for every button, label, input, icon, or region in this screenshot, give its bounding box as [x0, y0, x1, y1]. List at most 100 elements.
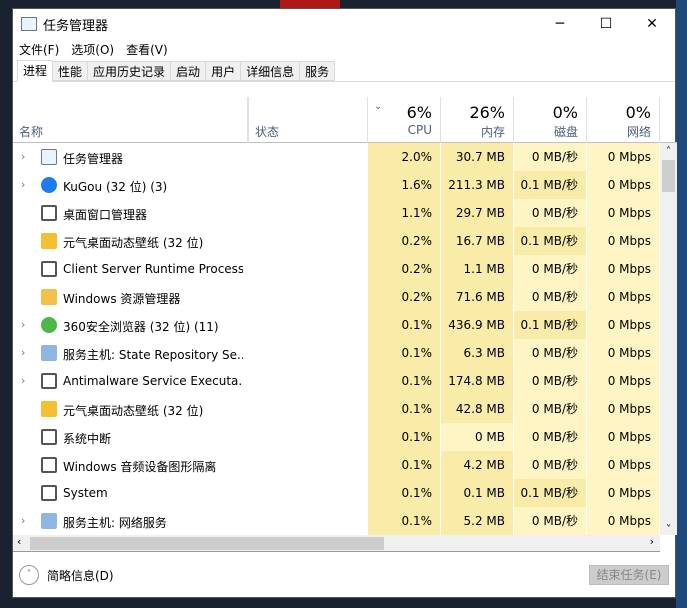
disk-cell: 0.1 MB/秒 — [514, 171, 587, 199]
scroll-up-arrow-icon[interactable]: ˄ — [666, 146, 671, 157]
process-row[interactable]: › 服务主机: 网络服务 0.1% 5.2 MB 0 MB/秒 0 Mbps — [13, 507, 660, 535]
task-manager-icon — [21, 17, 37, 31]
sort-chevron-icon: ⌄ — [374, 101, 383, 112]
cpu-cell: 0.1% — [368, 507, 441, 535]
process-row[interactable]: Windows 资源管理器 0.2% 71.6 MB 0 MB/秒 0 Mbps — [13, 283, 660, 311]
net-cell: 0 Mbps — [587, 311, 660, 339]
expand-chevron-icon[interactable]: › — [21, 346, 26, 359]
process-name: 系统中断 — [63, 432, 112, 446]
tab-app-history[interactable]: 应用历史记录 — [88, 61, 172, 81]
process-name: 服务主机: State Repository Se... — [63, 348, 243, 362]
process-name: 任务管理器 — [63, 152, 124, 166]
end-task-button[interactable]: 结束任务(E) — [589, 565, 669, 585]
process-name: 元气桌面动态壁纸 (32 位) — [63, 404, 204, 418]
vertical-scroll-thumb[interactable] — [662, 160, 675, 192]
process-row[interactable]: System 0.1% 0.1 MB 0.1 MB/秒 0 Mbps — [13, 479, 660, 507]
column-network[interactable]: 0% 网络 — [587, 97, 660, 143]
disk-cell: 0.1 MB/秒 — [514, 311, 587, 339]
tab-processes[interactable]: 进程 — [17, 60, 54, 82]
net-cell: 0 Mbps — [587, 227, 660, 255]
close-button[interactable]: ✕ — [646, 16, 658, 32]
process-row[interactable]: › KuGou (32 位) (3) 1.6% 211.3 MB 0.1 MB/秒 0 M… — [13, 171, 660, 199]
mem-cell: 0.1 MB — [441, 479, 514, 507]
column-disk[interactable]: 0% 磁盘 — [514, 97, 587, 143]
horizontal-scroll-thumb[interactable] — [30, 537, 384, 550]
cpu-cell: 0.1% — [368, 451, 441, 479]
disk-cell: 0 MB/秒 — [514, 451, 587, 479]
mem-cell: 42.8 MB — [441, 395, 514, 423]
maximize-button[interactable]: ☐ — [599, 16, 613, 32]
expand-chevron-icon[interactable]: › — [21, 514, 26, 527]
cpu-cell: 2.0% — [368, 143, 441, 171]
net-cell: 0 Mbps — [587, 199, 660, 227]
net-cell: 0 Mbps — [587, 507, 660, 535]
expand-chevron-icon[interactable]: › — [21, 374, 26, 387]
net-cell: 0 Mbps — [587, 339, 660, 367]
tab-users[interactable]: 用户 — [206, 61, 242, 81]
tab-details[interactable]: 详细信息 — [241, 61, 301, 81]
scroll-down-arrow-icon[interactable]: ˅ — [666, 524, 671, 535]
expand-chevron-icon[interactable]: › — [21, 318, 26, 331]
window-icon — [41, 261, 57, 277]
mem-cell: 16.7 MB — [441, 227, 514, 255]
mem-cell: 5.2 MB — [441, 507, 514, 535]
cpu-cell: 1.1% — [368, 199, 441, 227]
net-cell: 0 Mbps — [587, 451, 660, 479]
process-name: Client Server Runtime Process — [63, 262, 243, 276]
process-name: 元气桌面动态壁纸 (32 位) — [63, 236, 204, 250]
process-row[interactable]: › Antimalware Service Executa... 0.1% 174.8… — [13, 367, 660, 395]
window-title: 任务管理器 — [43, 18, 109, 34]
process-row[interactable]: › 任务管理器 2.0% 30.7 MB 0 MB/秒 0 Mbps — [13, 143, 660, 171]
disk-total: 0% — [552, 103, 578, 122]
mem-cell: 29.7 MB — [441, 199, 514, 227]
disk-cell: 0 MB/秒 — [514, 339, 587, 367]
menu-options[interactable]: 选项(O) — [71, 42, 115, 57]
process-row[interactable]: Windows 音频设备图形隔离 0.1% 4.2 MB 0 MB/秒 0 Mbps — [13, 451, 660, 479]
column-status-label: 状态 — [255, 125, 280, 139]
cpu-total: 6% — [406, 103, 432, 122]
process-name: 服务主机: 网络服务 — [63, 516, 167, 530]
process-name: Antimalware Service Executa... — [63, 374, 243, 388]
tab-performance[interactable]: 性能 — [53, 61, 89, 81]
disk-label: 磁盘 — [553, 125, 578, 139]
process-row[interactable]: 元气桌面动态壁纸 (32 位) 0.2% 16.7 MB 0.1 MB/秒 0 Mbps — [13, 227, 660, 255]
gear-icon — [41, 345, 57, 361]
menu-view[interactable]: 查看(V) — [126, 42, 168, 57]
scroll-right-arrow-icon[interactable]: › — [649, 535, 654, 548]
process-row[interactable]: Client Server Runtime Process 0.2% 1.1 MB 0… — [13, 255, 660, 283]
column-memory[interactable]: 26% 内存 — [441, 97, 514, 143]
menu-bar: 文件(F) 选项(O) 查看(V) — [13, 39, 675, 59]
expand-chevron-icon[interactable]: › — [21, 150, 26, 163]
process-row[interactable]: 元气桌面动态壁纸 (32 位) 0.1% 42.8 MB 0 MB/秒 0 Mbps — [13, 395, 660, 423]
column-status[interactable]: 状态 — [248, 97, 368, 143]
title-bar: 任务管理器 ─ ☐ ✕ — [13, 9, 675, 39]
cpu-label: CPU — [407, 123, 432, 137]
disk-cell: 0.1 MB/秒 — [514, 227, 587, 255]
vertical-scrollbar[interactable]: ˄ ˅ — [660, 143, 677, 535]
expand-chevron-icon[interactable]: › — [21, 178, 26, 191]
mem-cell: 436.9 MB — [441, 311, 514, 339]
column-cpu[interactable]: ⌄ 6% CPU — [368, 97, 441, 143]
tab-services[interactable]: 服务 — [300, 61, 336, 81]
disk-cell: 0 MB/秒 — [514, 507, 587, 535]
menu-file[interactable]: 文件(F) — [19, 42, 60, 57]
process-row[interactable]: 桌面窗口管理器 1.1% 29.7 MB 0 MB/秒 0 Mbps — [13, 199, 660, 227]
minimize-button[interactable]: ─ — [555, 16, 565, 32]
mem-cell: 1.1 MB — [441, 255, 514, 283]
cpu-cell: 0.1% — [368, 479, 441, 507]
collapse-chevron-icon[interactable]: ˄ — [19, 565, 39, 585]
cpu-cell: 0.1% — [368, 395, 441, 423]
net-cell: 0 Mbps — [587, 479, 660, 507]
fewer-details-link[interactable]: 简略信息(D) — [47, 569, 114, 583]
scroll-left-arrow-icon[interactable]: ‹ — [17, 535, 22, 548]
disk-cell: 0.1 MB/秒 — [514, 479, 587, 507]
horizontal-scrollbar[interactable]: ‹ › — [13, 535, 660, 552]
tab-startup[interactable]: 启动 — [171, 61, 207, 81]
process-row[interactable]: › 服务主机: State Repository Se... 0.1% 6.3 MB 0… — [13, 339, 660, 367]
process-row[interactable]: 系统中断 0.1% 0 MB 0 MB/秒 0 Mbps — [13, 423, 660, 451]
network-label: 网络 — [626, 125, 651, 139]
process-row[interactable]: › 360安全浏览器 (32 位) (11) 0.1% 436.9 MB 0.1 MB/… — [13, 311, 660, 339]
column-name[interactable]: 名称 — [13, 97, 248, 143]
net-cell: 0 Mbps — [587, 283, 660, 311]
column-header: 名称 状态 ⌄ 6% CPU 26% 内存 0% 磁盘 0% 网络 — [13, 97, 677, 143]
